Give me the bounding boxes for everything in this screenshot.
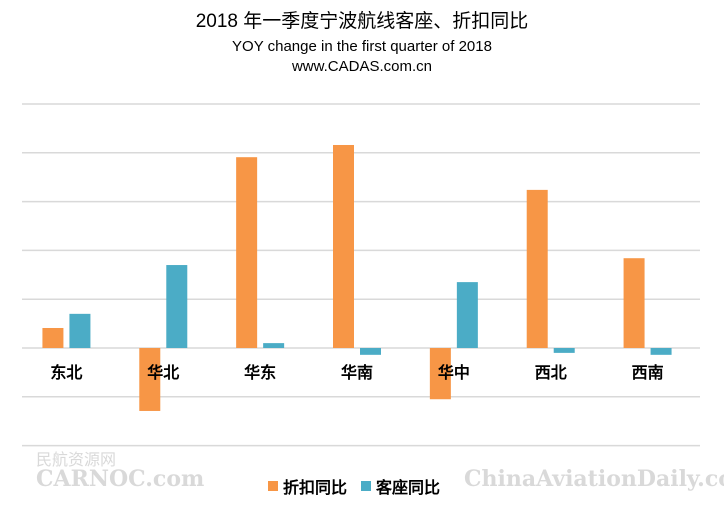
bar-discount: [429, 348, 451, 400]
legend-item-load-factor: 客座同比: [361, 474, 440, 498]
watermark-carnoc-cn: 民航资源网: [36, 450, 117, 469]
category-label: 华南: [341, 363, 373, 382]
legend-swatch: [268, 481, 278, 491]
bar-discount: [42, 327, 64, 348]
chart-title: 2018 年一季度宁波航线客座、折扣同比: [195, 11, 529, 32]
watermark-carnoc: CARNOC.com: [36, 466, 205, 492]
watermark-chinaaviationdaily: ChinaAviationDaily.com: [464, 466, 724, 492]
category-label: 华北: [147, 363, 179, 382]
bar-load-factor: [456, 282, 478, 348]
bar-discount: [526, 189, 548, 348]
bar-load-factor: [650, 348, 672, 355]
bar-discount: [236, 157, 258, 348]
category-label: 东北: [50, 363, 82, 382]
chart-source: www.CADAS.com.cn: [291, 58, 433, 75]
bar-load-factor: [69, 313, 91, 348]
legend: 折扣同比 客座同比: [268, 474, 440, 498]
bar-load-factor: [166, 265, 188, 348]
bar-load-factor: [360, 348, 381, 355]
legend-label: 客座同比: [376, 478, 441, 497]
bar-discount: [623, 258, 645, 348]
bar-load-factor: [263, 343, 285, 348]
legend-swatch: [361, 481, 372, 491]
legend-label: 折扣同比: [283, 478, 348, 497]
bar-discount: [333, 144, 354, 348]
bar-load-factor: [553, 348, 575, 353]
category-label: 华中: [438, 363, 470, 382]
category-label: 华东: [244, 363, 276, 382]
category-label: 西北: [535, 363, 567, 382]
bar-discount: [139, 348, 161, 411]
legend-item-discount: 折扣同比: [268, 474, 347, 498]
chart-subtitle: YOY change in the first quarter of 2018: [232, 38, 492, 55]
category-label: 西南: [632, 363, 664, 382]
